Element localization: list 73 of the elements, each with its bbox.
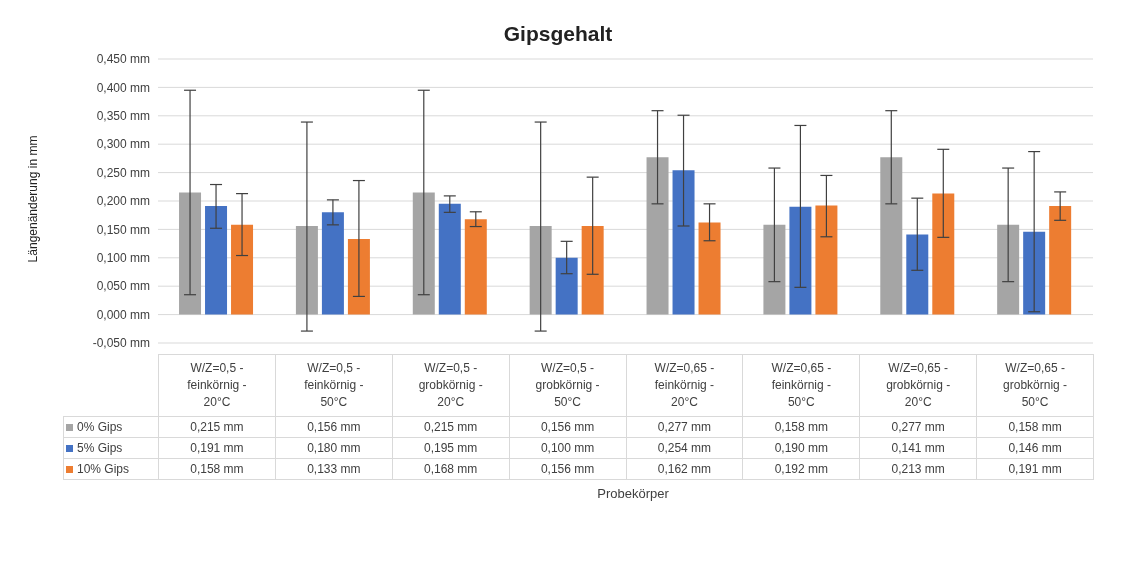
data-label: 0,158 mm: [742, 416, 860, 438]
data-label: 0,156 mm: [509, 458, 626, 480]
x-tick-label: W/Z=0,65 - grobkörnig - 50°C: [976, 354, 1094, 417]
y-tick-label: 0,200 mm: [96, 194, 150, 209]
data-label: 0,191 mm: [976, 458, 1094, 480]
data-label: 0,162 mm: [626, 458, 743, 480]
data-label: 0,180 mm: [275, 437, 393, 459]
y-tick-label: 0,450 mm: [96, 52, 150, 67]
y-tick-label: 0,250 mm: [96, 165, 150, 180]
data-label: 0,133 mm: [275, 458, 393, 480]
x-tick-label: W/Z=0,65 - feinkörnig - 50°C: [742, 354, 860, 417]
data-label: 0,215 mm: [158, 416, 276, 438]
data-label: 0,277 mm: [626, 416, 743, 438]
bar: [815, 205, 838, 315]
data-label: 0,168 mm: [392, 458, 510, 480]
data-label: 0,191 mm: [158, 437, 276, 459]
data-label: 0,158 mm: [158, 458, 276, 480]
y-tick-label: 0,050 mm: [96, 279, 150, 294]
x-tick-label: W/Z=0,65 - feinkörnig - 20°C: [626, 354, 743, 417]
data-label: 0,215 mm: [392, 416, 510, 438]
bar: [646, 157, 669, 315]
x-tick-label: W/Z=0,5 - feinkörnig - 20°C: [158, 354, 276, 417]
data-label: 0,158 mm: [976, 416, 1094, 438]
legend-label: 5% Gips: [63, 437, 159, 459]
x-tick-label: W/Z=0,5 - feinkörnig - 50°C: [275, 354, 393, 417]
data-label: 0,254 mm: [626, 437, 743, 459]
legend-label: 10% Gips: [63, 458, 159, 480]
bar: [529, 225, 552, 315]
text: Probekörper: [596, 486, 670, 501]
y-axis-title: Längenänderung in mm: [26, 135, 40, 263]
data-label: 0,190 mm: [742, 437, 860, 459]
bar: [698, 222, 721, 315]
bar: [997, 224, 1020, 315]
x-tick-label: W/Z=0,5 - grobkörnig - 20°C: [392, 354, 510, 417]
bar: [1023, 231, 1046, 315]
y-tick-label: -0,050 mm: [92, 336, 150, 351]
bar: [464, 219, 487, 315]
data-label: 0,156 mm: [509, 416, 626, 438]
data-label: 0,195 mm: [392, 437, 510, 459]
bar: [295, 225, 318, 315]
y-tick-label: 0,100 mm: [96, 251, 150, 266]
bar: [932, 193, 955, 315]
data-label: 0,192 mm: [742, 458, 860, 480]
y-tick-label: 0,000 mm: [96, 307, 150, 322]
bar: [763, 224, 786, 315]
bar: [672, 170, 695, 315]
x-tick-label: W/Z=0,65 - grobkörnig - 20°C: [859, 354, 977, 417]
bar: [438, 203, 461, 315]
legend-label: 0% Gips: [63, 416, 159, 438]
bar: [906, 234, 929, 315]
data-label: 0,156 mm: [275, 416, 393, 438]
bar: [231, 224, 254, 315]
bar: [179, 192, 202, 315]
data-label: 0,141 mm: [859, 437, 977, 459]
data-label: 0,277 mm: [859, 416, 977, 438]
bar: [321, 212, 344, 315]
chart-title: Gipsgehalt: [502, 22, 614, 46]
bar: [581, 225, 604, 315]
bar: [555, 257, 578, 315]
y-tick-label: 0,400 mm: [96, 80, 150, 95]
bar: [412, 192, 435, 315]
data-label: 0,146 mm: [976, 437, 1094, 459]
y-tick-label: 0,150 mm: [96, 222, 150, 237]
y-tick-label: 0,300 mm: [96, 137, 150, 152]
x-tick-label: W/Z=0,5 - grobkörnig - 50°C: [509, 354, 626, 417]
bar: [347, 239, 370, 315]
bar: [789, 206, 812, 315]
bar: [880, 157, 903, 315]
data-label: 0,213 mm: [859, 458, 977, 480]
data-label: 0,100 mm: [509, 437, 626, 459]
bar: [1049, 206, 1072, 315]
bar: [205, 206, 228, 315]
y-tick-label: 0,350 mm: [96, 109, 150, 124]
